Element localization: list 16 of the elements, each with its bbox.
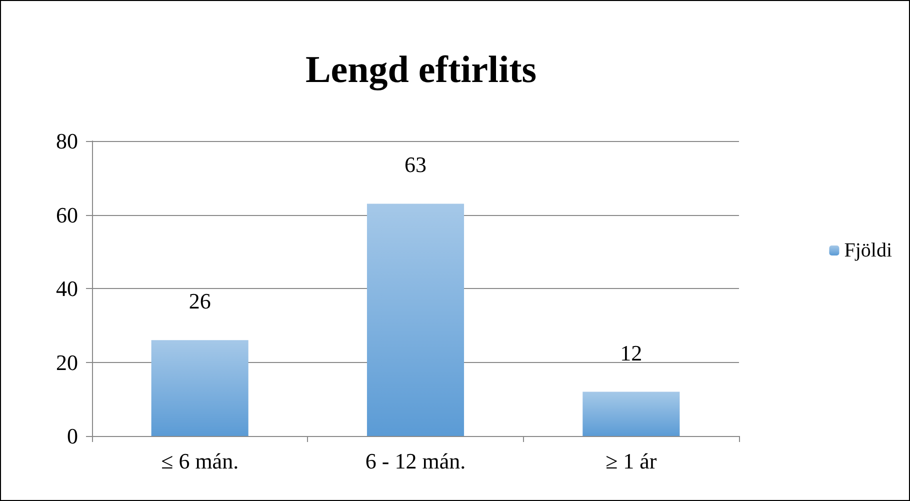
y-tick-label: 60 <box>56 202 78 228</box>
y-tick-label: 80 <box>56 128 78 154</box>
x-tick-label: 6 - 12 mán. <box>365 448 466 474</box>
bar <box>151 340 248 436</box>
y-tick-label: 40 <box>56 276 78 301</box>
data-label: 12 <box>620 340 642 366</box>
y-tick-label: 20 <box>56 350 78 375</box>
chart-title: Lengd eftirlits <box>305 49 537 91</box>
bar <box>366 204 464 436</box>
legend-label: Fjöldi <box>844 240 892 262</box>
data-label: 63 <box>404 152 426 178</box>
bar <box>582 392 680 436</box>
x-tick-label: ≥ 1 ár <box>606 448 658 474</box>
data-label: 26 <box>188 288 211 314</box>
y-tick-label: 0 <box>67 424 78 448</box>
x-tick-label: ≤ 6 mán. <box>161 448 239 474</box>
